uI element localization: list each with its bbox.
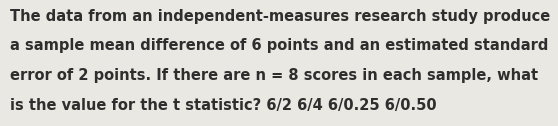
Text: is the value for the t statistic? 6/2 6/4 6/0.25 6/0.50: is the value for the t statistic? 6/2 6/… xyxy=(10,98,437,113)
Text: The data from an independent-measures research study produce: The data from an independent-measures re… xyxy=(10,9,550,24)
Text: error of 2 points. If there are n = 8 scores in each sample, what: error of 2 points. If there are n = 8 sc… xyxy=(10,68,538,83)
Text: a sample mean difference of 6 points and an estimated standard: a sample mean difference of 6 points and… xyxy=(10,38,549,53)
